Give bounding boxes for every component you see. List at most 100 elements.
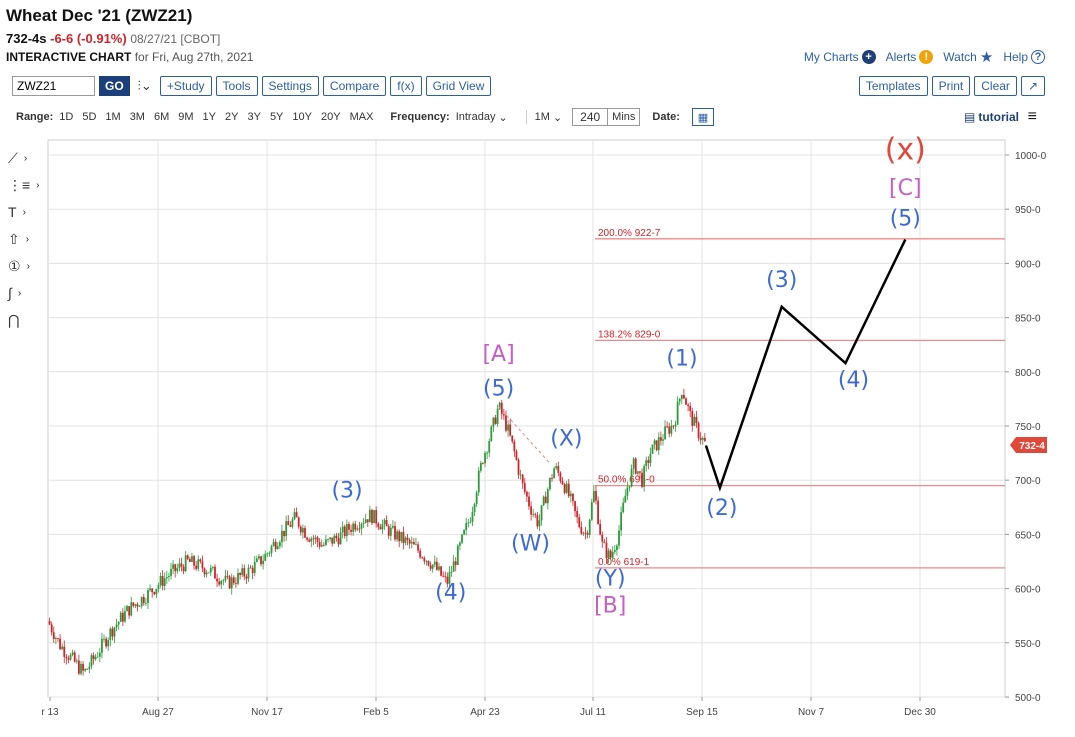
my-charts-link[interactable]: My Charts +	[804, 50, 876, 64]
candle-body	[630, 468, 633, 487]
candle-body	[626, 487, 629, 496]
chevron-right-icon: ›	[22, 206, 26, 218]
arrow-tool[interactable]: ⇧ ›	[8, 229, 40, 249]
candle-body	[689, 406, 692, 411]
candle-body	[57, 638, 59, 639]
candle-body	[153, 592, 156, 595]
curve-tool[interactable]: ∫ ›	[8, 283, 40, 303]
range-1d[interactable]: 1D	[59, 111, 74, 123]
settings-button[interactable]: Settings	[261, 76, 319, 96]
candle-body	[412, 542, 415, 545]
range-3m[interactable]: 3M	[129, 111, 145, 123]
wave-label: (3)	[766, 268, 797, 293]
wave-label: (2)	[706, 496, 737, 521]
alert-icon: !	[919, 50, 934, 64]
candle-body	[697, 422, 700, 438]
calendar-button[interactable]: ▦	[691, 108, 714, 126]
candle-body	[255, 558, 258, 562]
watch-link[interactable]: Watch ★	[943, 48, 993, 66]
range-1y[interactable]: 1Y	[202, 111, 216, 123]
candle-body	[394, 525, 396, 540]
candle-body	[613, 550, 616, 552]
chart-date: for Fri, Aug 27th, 2021	[134, 50, 254, 64]
tools-button[interactable]: Tools	[215, 76, 258, 96]
mins-input[interactable]: 240	[572, 108, 609, 126]
line-tool[interactable]: ⟋ ›	[8, 148, 40, 168]
print-button[interactable]: Print	[931, 76, 971, 96]
frequency-select[interactable]: Intraday ⌄	[456, 111, 508, 124]
candle-body	[607, 550, 610, 559]
candle-body	[320, 544, 323, 547]
candle-body	[138, 606, 141, 607]
candle-body	[188, 558, 191, 562]
go-button[interactable]: GO	[99, 76, 130, 96]
magnet-tool[interactable]: ⋂	[8, 310, 40, 330]
candle-body	[65, 656, 68, 659]
candle-body	[329, 537, 332, 540]
alerts-link[interactable]: Alerts!	[886, 50, 934, 64]
candle-body	[270, 546, 273, 553]
range-10y[interactable]: 10Y	[292, 111, 312, 123]
candle-body	[446, 576, 449, 584]
help-link[interactable]: Help?	[1003, 50, 1045, 64]
candle-body	[331, 537, 334, 544]
fib-tool[interactable]: ⋮≡ ›	[8, 175, 40, 195]
range-5y[interactable]: 5Y	[269, 111, 284, 123]
range-6m[interactable]: 6M	[153, 111, 170, 123]
candle-body	[471, 511, 474, 522]
range-3y[interactable]: 3Y	[247, 111, 261, 123]
clear-button[interactable]: Clear	[974, 76, 1017, 96]
candle-body	[515, 451, 518, 460]
candle-body	[283, 530, 285, 537]
candle-body	[463, 530, 465, 535]
candle-body	[78, 660, 80, 674]
y-tick-label: 800-0	[1015, 368, 1041, 379]
candle-body	[299, 526, 302, 533]
candle-body	[119, 612, 122, 622]
candle-body	[632, 458, 635, 469]
candle-body	[479, 462, 482, 471]
candle-body	[230, 577, 233, 589]
range-20y[interactable]: 20Y	[320, 111, 341, 123]
menu-icon[interactable]: ≡	[1027, 108, 1037, 125]
y-tick-label: 950-0	[1015, 205, 1041, 216]
candle-body	[268, 552, 271, 554]
tutorial-link[interactable]: ▤ tutorial	[964, 110, 1019, 124]
range-1m[interactable]: 1M	[105, 111, 121, 123]
arrow-tool-icon: ⇧	[8, 230, 20, 247]
candle-body	[249, 567, 252, 569]
candle-body	[576, 511, 579, 518]
text-tool-icon: T	[8, 204, 17, 220]
candle-body	[559, 472, 562, 481]
chart-label: INTERACTIVE CHART	[6, 50, 132, 64]
study-button[interactable]: +Study	[159, 76, 212, 96]
fx-button[interactable]: f(x)	[390, 76, 422, 96]
text-tool[interactable]: T ›	[8, 202, 40, 222]
chevron-right-icon: ›	[26, 260, 30, 272]
expand-button[interactable]: ↗	[1020, 76, 1045, 96]
range-5d[interactable]: 5D	[82, 111, 97, 123]
chart-type-select[interactable]: ⫶⌄	[134, 78, 156, 94]
candle-body	[555, 466, 558, 469]
candle-body	[155, 588, 158, 595]
candle-body	[337, 538, 340, 545]
symbol-input[interactable]	[12, 76, 95, 96]
range-2y[interactable]: 2Y	[225, 111, 239, 123]
candle-body	[274, 541, 277, 550]
drawing-tools: ⟋ › ⋮≡ › T › ⇧ › ① › ∫ › ⋂	[8, 148, 40, 330]
grid-view-button[interactable]: Grid View	[425, 76, 492, 96]
counter-tool[interactable]: ① ›	[8, 256, 40, 276]
candle-body	[211, 566, 214, 568]
y-tick-label: 700-0	[1015, 476, 1041, 487]
candle-body	[69, 654, 72, 660]
range-max[interactable]: MAX	[349, 111, 374, 123]
candle-body	[73, 652, 76, 662]
range-9m[interactable]: 9M	[178, 111, 194, 123]
interval-select[interactable]: 1M ⌄	[535, 111, 563, 124]
candle-body	[392, 525, 394, 528]
candle-body	[417, 544, 419, 551]
compare-button[interactable]: Compare	[322, 76, 387, 96]
templates-button[interactable]: Templates	[858, 76, 928, 96]
candle-body	[170, 568, 172, 576]
